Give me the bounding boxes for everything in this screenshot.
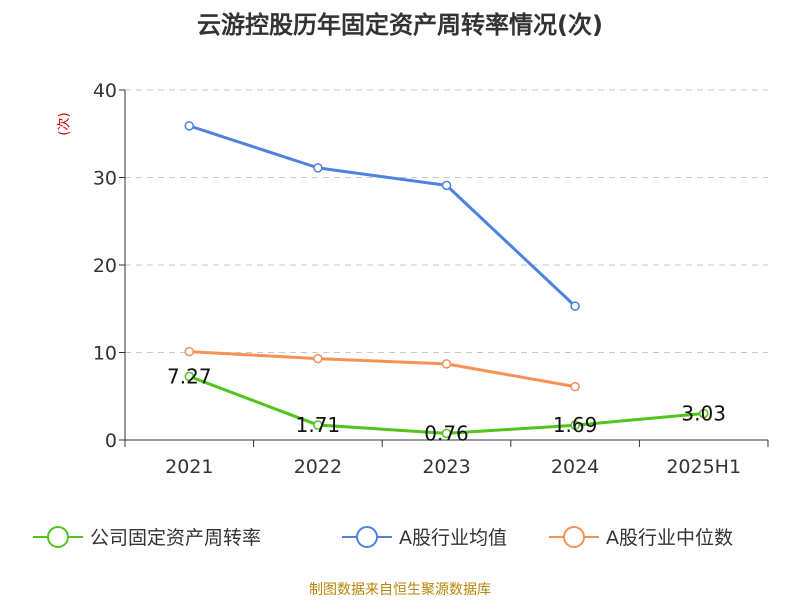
data-point xyxy=(184,121,195,131)
legend-label: 公司固定资产周转率 xyxy=(90,527,261,549)
x-tick-labels: 2021 2022 2023 2024 2025H1 xyxy=(165,456,741,478)
data-label: 7.27 xyxy=(167,364,212,388)
data-label: 1.71 xyxy=(296,413,341,437)
data-point xyxy=(313,163,323,173)
series-line xyxy=(188,124,577,308)
legend-swatch-marker xyxy=(563,526,585,548)
x-tick-label: 2021 xyxy=(165,456,213,478)
data-point xyxy=(441,359,452,369)
legend-swatch-marker xyxy=(47,526,69,548)
data-point xyxy=(313,353,323,364)
legend-item-1: A股行业均值 xyxy=(342,526,507,549)
legend-label: A股行业均值 xyxy=(399,527,507,549)
data-point xyxy=(570,420,580,430)
legend-label: A股行业中位数 xyxy=(606,527,733,549)
series-1 xyxy=(184,121,580,311)
data-label: 1.69 xyxy=(553,413,598,437)
series-0 xyxy=(184,371,709,439)
data-point xyxy=(313,420,323,430)
chart-title: 云游控股历年固定资产周转率情况(次) xyxy=(197,11,603,39)
axes xyxy=(119,89,769,447)
data-point xyxy=(570,381,580,392)
data-point xyxy=(698,408,709,419)
data-point xyxy=(441,428,452,439)
series-2 xyxy=(184,346,580,392)
data-point xyxy=(570,301,580,311)
series-layer xyxy=(184,121,709,439)
data-point xyxy=(441,180,452,191)
legend-item-2: A股行业中位数 xyxy=(549,526,733,549)
data-point xyxy=(184,371,195,382)
y-tick-label: 30 xyxy=(93,168,117,190)
data-point xyxy=(184,346,195,357)
x-tick-label: 2024 xyxy=(551,456,599,478)
legend-item-0: 公司固定资产周转率 xyxy=(33,526,261,549)
data-labels: 7.27 1.71 0.76 1.69 3.03 xyxy=(167,364,726,445)
y-tick-labels: 0 10 20 30 40 xyxy=(93,80,117,452)
y-axis-unit: (次) xyxy=(56,112,72,135)
legend-swatch-marker xyxy=(356,526,378,548)
legend: 公司固定资产周转率 A股行业均值 A股行业中位数 xyxy=(33,526,733,549)
data-label: 0.76 xyxy=(424,421,469,445)
y-tick-label: 0 xyxy=(105,430,117,452)
source-note: 制图数据来自恒生聚源数据库 xyxy=(309,582,491,598)
y-tick-label: 40 xyxy=(93,80,117,102)
x-tick-label: 2023 xyxy=(422,456,470,478)
data-label: 3.03 xyxy=(681,401,726,425)
x-tick-label: 2025H1 xyxy=(666,456,741,478)
y-tick-label: 20 xyxy=(93,255,117,277)
series-line xyxy=(189,350,576,389)
grid-lines xyxy=(125,89,768,353)
x-tick-label: 2022 xyxy=(294,456,342,478)
y-tick-label: 10 xyxy=(93,343,117,365)
